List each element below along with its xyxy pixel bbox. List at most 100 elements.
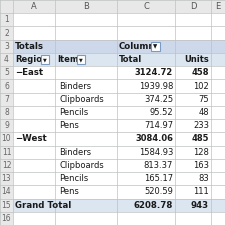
Text: 15: 15 xyxy=(2,201,11,210)
Bar xyxy=(0,79,13,93)
Text: −East: −East xyxy=(15,68,43,77)
Text: 8: 8 xyxy=(4,108,9,117)
Text: 943: 943 xyxy=(191,201,209,210)
Text: B: B xyxy=(83,2,89,11)
Text: Pens: Pens xyxy=(59,121,79,130)
Text: 6208.78: 6208.78 xyxy=(134,201,173,210)
Bar xyxy=(13,27,225,40)
Text: Clipboards: Clipboards xyxy=(59,95,104,104)
Text: 14: 14 xyxy=(2,187,11,196)
Text: E: E xyxy=(215,2,221,11)
Bar xyxy=(13,106,225,119)
Text: Grand Total: Grand Total xyxy=(15,201,71,210)
Bar xyxy=(0,93,13,106)
Text: 48: 48 xyxy=(198,108,209,117)
Text: Column: Column xyxy=(119,42,155,51)
Text: 12: 12 xyxy=(2,161,11,170)
Bar xyxy=(13,172,225,185)
Text: 2: 2 xyxy=(4,29,9,38)
Text: 16: 16 xyxy=(2,214,11,223)
Bar xyxy=(175,0,211,13)
Text: Total: Total xyxy=(119,55,142,64)
Text: 374.25: 374.25 xyxy=(144,95,173,104)
Bar xyxy=(0,53,13,66)
Text: 163: 163 xyxy=(193,161,209,170)
Bar xyxy=(0,212,13,225)
Text: 233: 233 xyxy=(193,121,209,130)
Bar xyxy=(41,55,49,64)
Text: Units: Units xyxy=(184,55,209,64)
Text: 102: 102 xyxy=(193,81,209,90)
Text: 813.37: 813.37 xyxy=(144,161,173,170)
Bar xyxy=(13,79,225,93)
Bar xyxy=(13,13,225,27)
Bar xyxy=(13,53,225,66)
Text: Binders: Binders xyxy=(59,81,91,90)
Text: Binders: Binders xyxy=(59,148,91,157)
Bar xyxy=(0,198,13,212)
Text: 165.17: 165.17 xyxy=(144,174,173,183)
Text: Pencils: Pencils xyxy=(59,174,88,183)
Bar xyxy=(0,106,13,119)
Bar xyxy=(0,66,13,79)
Text: Clipboards: Clipboards xyxy=(59,161,104,170)
Bar xyxy=(13,146,225,159)
Bar xyxy=(13,119,225,132)
Bar xyxy=(0,132,13,146)
Bar xyxy=(13,0,55,13)
Text: 4: 4 xyxy=(4,55,9,64)
Bar xyxy=(0,159,13,172)
Text: Item: Item xyxy=(57,55,79,64)
Text: 111: 111 xyxy=(193,187,209,196)
Bar xyxy=(13,159,225,172)
Bar xyxy=(13,132,225,146)
Text: 9: 9 xyxy=(4,121,9,130)
Text: ▼: ▼ xyxy=(79,57,83,62)
Text: 1: 1 xyxy=(4,15,9,24)
Bar xyxy=(13,212,225,225)
Text: C: C xyxy=(143,2,149,11)
Bar xyxy=(13,66,225,79)
Text: D: D xyxy=(190,2,196,11)
Text: 83: 83 xyxy=(198,174,209,183)
Bar xyxy=(13,93,225,106)
Bar xyxy=(13,198,225,212)
Text: Region: Region xyxy=(15,55,48,64)
Bar xyxy=(0,13,13,27)
Text: 520.59: 520.59 xyxy=(144,187,173,196)
Bar xyxy=(211,0,225,13)
Text: 10: 10 xyxy=(2,135,11,144)
Bar xyxy=(77,55,85,64)
Bar xyxy=(13,40,225,53)
Bar xyxy=(151,42,160,51)
Text: 11: 11 xyxy=(2,148,11,157)
Text: A: A xyxy=(31,2,37,11)
Text: 95.52: 95.52 xyxy=(149,108,173,117)
Text: Pencils: Pencils xyxy=(59,108,88,117)
Text: 3124.72: 3124.72 xyxy=(135,68,173,77)
Text: −West: −West xyxy=(15,135,47,144)
Bar xyxy=(55,0,117,13)
Text: 5: 5 xyxy=(4,68,9,77)
Text: 128: 128 xyxy=(193,148,209,157)
Text: 13: 13 xyxy=(2,174,11,183)
Text: Totals: Totals xyxy=(15,42,44,51)
Text: 7: 7 xyxy=(4,95,9,104)
Bar xyxy=(13,185,225,198)
Bar xyxy=(0,146,13,159)
Bar xyxy=(0,40,13,53)
Bar xyxy=(0,27,13,40)
Text: 3: 3 xyxy=(4,42,9,51)
Text: 6: 6 xyxy=(4,81,9,90)
Bar xyxy=(13,53,225,66)
Bar xyxy=(0,0,13,13)
Text: 1939.98: 1939.98 xyxy=(139,81,173,90)
Text: 458: 458 xyxy=(191,68,209,77)
Text: 1584.93: 1584.93 xyxy=(139,148,173,157)
Bar xyxy=(0,119,13,132)
Bar xyxy=(13,40,225,53)
Text: ▼: ▼ xyxy=(43,57,47,62)
Bar xyxy=(117,0,175,13)
Text: ▼: ▼ xyxy=(153,44,158,49)
Bar xyxy=(0,185,13,198)
